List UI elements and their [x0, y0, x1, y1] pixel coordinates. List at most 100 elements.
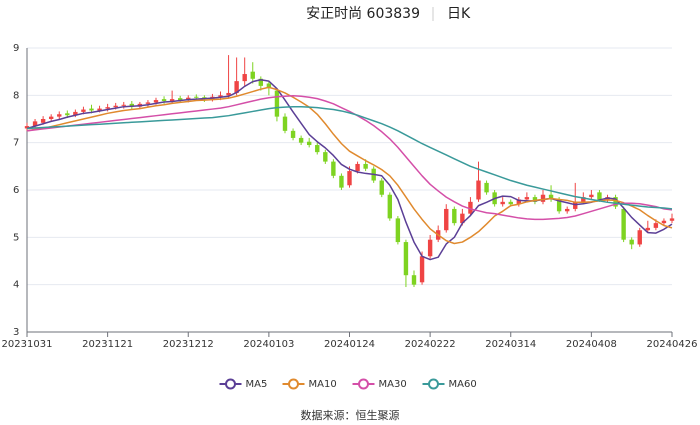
x-tick-label: 20231121: [82, 339, 133, 350]
legend-item: MA30: [352, 378, 407, 390]
candle-body: [508, 201, 513, 205]
x-tick-label: 20240222: [405, 339, 456, 350]
candle-body: [169, 99, 175, 102]
x-tick-label: 20240124: [324, 339, 375, 350]
chart-title: 安正时尚 603839: [306, 6, 420, 22]
legend-label: MA5: [246, 379, 268, 390]
candle-body: [589, 194, 594, 198]
chart-period: 日K: [447, 6, 471, 22]
candle-body: [548, 194, 554, 200]
candle-body: [161, 99, 167, 102]
legend-marker: [288, 378, 299, 390]
legend-marker: [358, 378, 369, 390]
candle-body: [89, 108, 94, 111]
candle-body: [226, 92, 231, 96]
ma-line: [26, 86, 673, 245]
candle-body: [476, 180, 481, 200]
candle-body: [97, 108, 102, 111]
legend-label: MA30: [379, 379, 407, 390]
candle-body: [524, 197, 530, 200]
legend-item: MA5: [219, 378, 268, 390]
x-tick-label: 20240314: [485, 339, 536, 350]
y-tick-label: 8: [13, 90, 19, 101]
candle-body: [379, 180, 384, 195]
candle-body: [266, 83, 272, 89]
candle-body: [250, 71, 255, 79]
candle-body: [274, 90, 280, 117]
legend-marker: [225, 378, 236, 390]
candle-body: [129, 103, 135, 107]
x-tick-label: 20240408: [566, 339, 617, 350]
legend-item: MA10: [282, 378, 337, 390]
candle-body: [564, 208, 570, 212]
candle-body: [629, 239, 634, 245]
x-tick-label: 20231212: [163, 339, 214, 350]
y-tick-label: 7: [13, 138, 19, 149]
candle-body: [403, 242, 409, 276]
candle-body: [395, 218, 401, 243]
candle-body: [290, 130, 296, 138]
candle-body: [419, 256, 425, 283]
legend-marker: [428, 378, 439, 390]
y-tick-label: 4: [13, 280, 19, 291]
candle-body: [597, 192, 602, 200]
x-tick-label: 20240103: [243, 339, 294, 350]
candle-body: [339, 175, 344, 188]
candle-body: [48, 116, 54, 119]
candle-body: [387, 194, 393, 219]
candle-body: [298, 137, 304, 143]
candle-body: [81, 109, 86, 112]
y-tick-label: 5: [13, 232, 19, 243]
candle-body: [460, 213, 465, 224]
candle-body: [306, 141, 312, 146]
candle-body: [153, 100, 159, 103]
candle-body: [323, 152, 328, 162]
x-tick-label: 20231031: [2, 339, 53, 350]
candle-body: [113, 105, 118, 108]
candle-body: [40, 119, 46, 123]
x-tick-label: 20240426: [647, 339, 698, 350]
legend-label: MA10: [309, 379, 337, 390]
legend-label: MA60: [449, 379, 477, 390]
candle-body: [105, 107, 110, 109]
candle-body: [73, 111, 78, 116]
candle-body: [194, 96, 199, 98]
candle-body: [355, 163, 360, 172]
candle-body: [661, 220, 667, 224]
candle-body: [427, 239, 433, 257]
candle-body: [540, 194, 546, 202]
candles: [24, 55, 675, 288]
candle-body: [121, 104, 126, 106]
candle-body: [532, 197, 538, 202]
candle-body: [516, 199, 522, 205]
candle-body: [177, 98, 183, 101]
candle-body: [315, 145, 320, 153]
candle-body: [24, 126, 30, 129]
candle-body: [484, 182, 489, 193]
candle-body: [581, 197, 586, 202]
candle-body: [258, 78, 264, 86]
candle-body: [32, 121, 38, 127]
candle-body: [242, 74, 247, 82]
y-tick-label: 9: [13, 43, 19, 54]
y-tick-label: 6: [13, 185, 19, 196]
candle-body: [556, 199, 562, 212]
candle-body: [218, 95, 223, 97]
candle-body: [57, 114, 62, 117]
candle-body: [363, 163, 368, 169]
legend-item: MA60: [422, 378, 477, 390]
candle-body: [653, 223, 659, 228]
candle-body: [645, 227, 651, 231]
candle-body: [452, 208, 457, 224]
candle-body: [331, 161, 336, 176]
ma-line: [26, 78, 673, 261]
candle-body: [500, 201, 505, 205]
source-note: 数据来源：恒生聚源: [301, 408, 400, 422]
candle-body: [468, 201, 473, 214]
candle-body: [282, 116, 288, 131]
candle-body: [347, 171, 352, 186]
candle-body: [621, 208, 626, 240]
y-tick-label: 3: [13, 327, 19, 338]
candle-body: [444, 208, 449, 231]
